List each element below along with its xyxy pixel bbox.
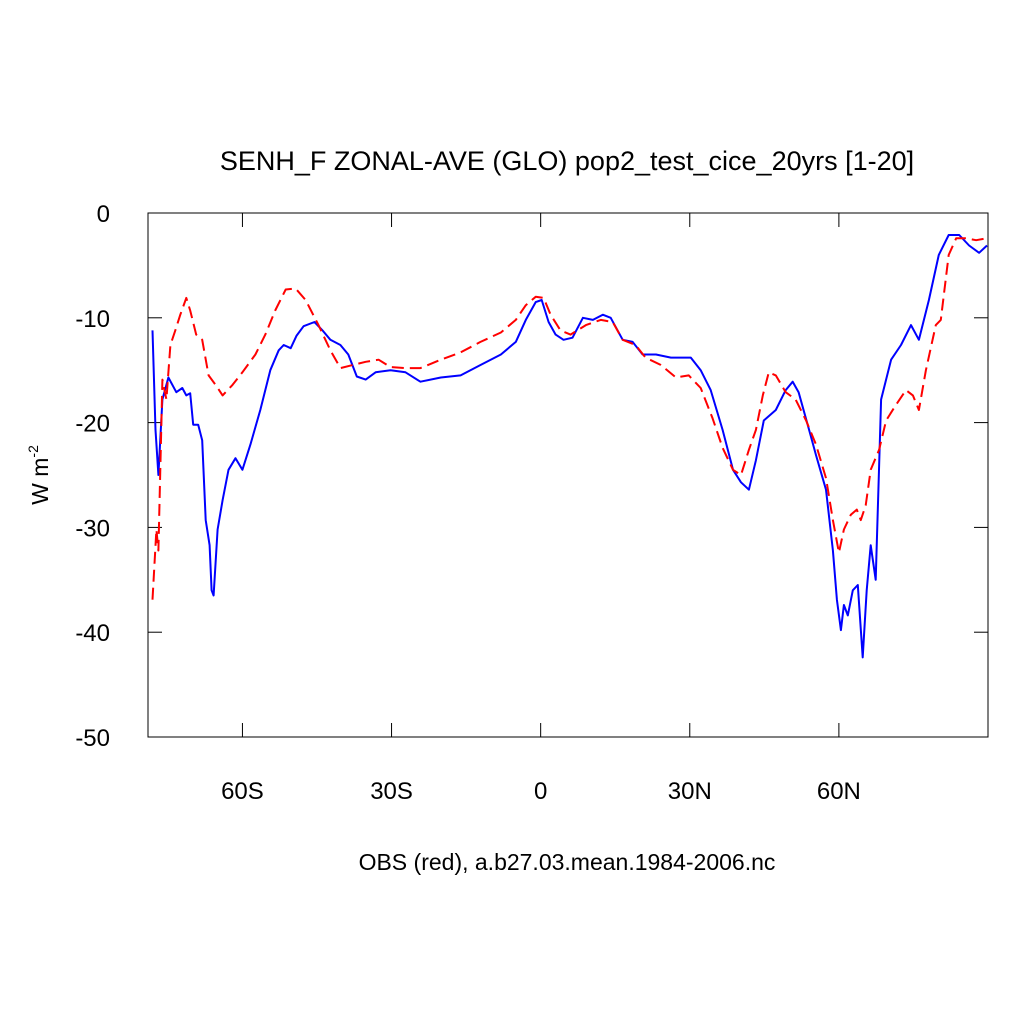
plot-frame: [147, 212, 989, 738]
chart-title: SENH_F ZONAL-AVE (GLO) pop2_test_cice_20…: [220, 146, 914, 176]
x-tick-label: 30N: [668, 778, 712, 805]
y-tick-label: -10: [75, 306, 110, 333]
y-label-main: W m: [27, 458, 53, 505]
y-tick-label: -40: [75, 620, 110, 647]
y-tick-label: -20: [75, 411, 110, 438]
y-label-sup: -2: [25, 445, 41, 458]
x-axis-label: OBS (red), a.b27.03.mean.1984-2006.nc: [359, 849, 776, 875]
y-axis-label-group: W m-2: [25, 445, 53, 505]
x-tick-label: 30S: [370, 778, 413, 805]
y-tick-label: 0: [97, 201, 110, 228]
y-tick-label: -30: [75, 515, 110, 542]
y-axis-label: W m-2: [25, 445, 53, 505]
x-tick-label: 0: [534, 778, 547, 805]
y-tick-label: -50: [75, 725, 110, 752]
x-tick-label: 60S: [221, 778, 264, 805]
x-tick-label: 60N: [817, 778, 861, 805]
series-line: [151, 234, 988, 659]
series-line: [151, 237, 988, 600]
